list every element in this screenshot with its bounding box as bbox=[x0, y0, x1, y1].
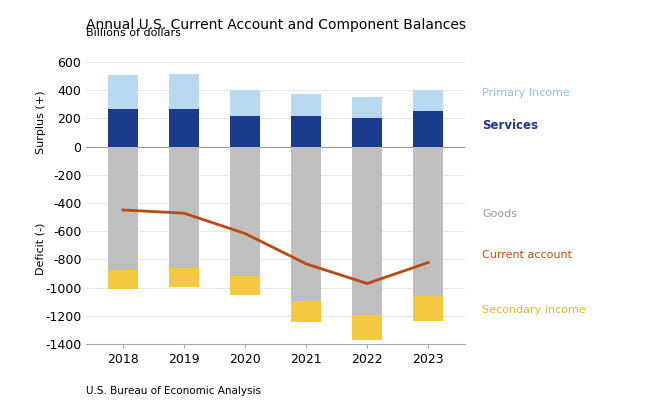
Bar bbox=[291, 147, 321, 301]
Bar bbox=[230, 116, 260, 147]
Text: Annual U.S. Current Account and Component Balances: Annual U.S. Current Account and Componen… bbox=[86, 18, 465, 32]
Text: Deficit (-): Deficit (-) bbox=[36, 223, 46, 276]
Bar bbox=[108, 109, 138, 147]
Bar bbox=[108, 270, 138, 289]
Bar bbox=[352, 118, 382, 147]
Bar bbox=[108, 76, 138, 109]
Text: Secondary income: Secondary income bbox=[482, 305, 586, 315]
Bar bbox=[413, 112, 444, 147]
Bar bbox=[291, 301, 321, 322]
Bar bbox=[413, 296, 444, 321]
Text: Current account: Current account bbox=[482, 250, 572, 260]
Text: U.S. Bureau of Economic Analysis: U.S. Bureau of Economic Analysis bbox=[86, 386, 262, 396]
Text: Surplus (+): Surplus (+) bbox=[36, 90, 46, 154]
Bar bbox=[352, 314, 382, 340]
Bar bbox=[352, 147, 382, 314]
Bar bbox=[169, 147, 199, 268]
Bar bbox=[230, 90, 260, 116]
Bar bbox=[291, 94, 321, 116]
Bar bbox=[169, 268, 199, 287]
Bar bbox=[291, 116, 321, 147]
Bar bbox=[169, 74, 199, 109]
Bar bbox=[108, 147, 138, 270]
Bar bbox=[230, 147, 260, 276]
Text: Primary Income: Primary Income bbox=[482, 88, 570, 98]
Bar bbox=[230, 276, 260, 295]
Text: Billions of dollars: Billions of dollars bbox=[86, 28, 181, 38]
Text: Services: Services bbox=[482, 119, 538, 132]
Bar bbox=[413, 147, 444, 296]
Bar bbox=[413, 90, 444, 112]
Bar bbox=[169, 109, 199, 147]
Text: Goods: Goods bbox=[482, 209, 517, 219]
Bar bbox=[352, 97, 382, 118]
